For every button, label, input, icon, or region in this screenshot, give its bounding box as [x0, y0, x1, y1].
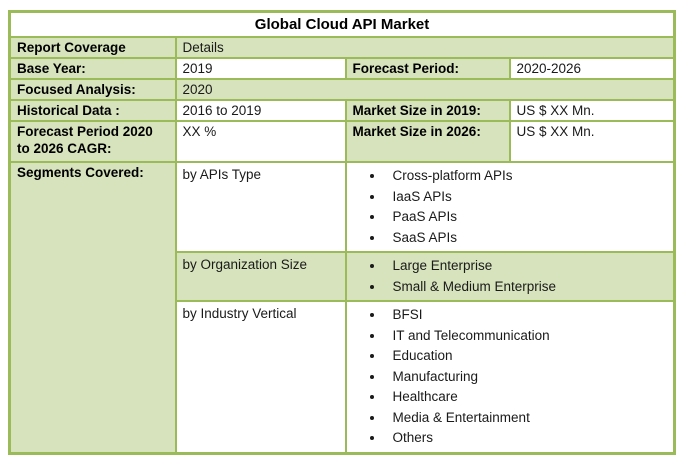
report-coverage-row: Report Coverage Details [8, 36, 676, 59]
segments-covered-label: Segments Covered: [8, 161, 177, 454]
base-year-row: Base Year: 2019 Forecast Period: 2020-20… [8, 57, 676, 80]
forecast-period-label: Forecast Period: [344, 57, 511, 80]
segment-group-organization-size: by Organization Size [174, 251, 347, 302]
historical-data-row: Historical Data : 2016 to 2019 Market Si… [8, 99, 676, 122]
segment-items-organization-size-cell: Large EnterpriseSmall & Medium Enterpris… [344, 251, 676, 302]
base-year-value: 2019 [174, 57, 347, 80]
bullet-item: Others [385, 428, 668, 449]
bullet-item: Healthcare [385, 387, 668, 408]
bullet-item: BFSI [385, 305, 668, 326]
bullet-item: IaaS APIs [385, 187, 668, 208]
forecast-cagr-label: Forecast Period 2020 to 2026 CAGR: [8, 120, 177, 163]
focused-analysis-value: 2020 [174, 78, 676, 101]
segment-group-apis-type: by APIs Type [174, 161, 347, 253]
market-size-2019-value: US $ XX Mn. [508, 99, 676, 122]
segment-items-industry-vertical-cell: BFSIIT and TelecommunicationEducationMan… [344, 300, 676, 454]
historical-data-value: 2016 to 2019 [174, 99, 347, 122]
bullet-item: Large Enterprise [385, 256, 668, 277]
bullet-item: Media & Entertainment [385, 408, 668, 429]
forecast-cagr-row: Forecast Period 2020 to 2026 CAGR: XX % … [8, 120, 676, 163]
forecast-cagr-value: XX % [174, 120, 347, 163]
report-coverage-table: Global Cloud API Market Report Coverage … [8, 10, 677, 455]
bullet-item: IT and Telecommunication [385, 326, 668, 347]
segments-apis-type-row: Segments Covered: by APIs Type Cross-pla… [8, 161, 676, 454]
market-size-2026-label: Market Size in 2026: [344, 120, 511, 163]
base-year-label: Base Year: [8, 57, 177, 80]
bullet-item: Small & Medium Enterprise [385, 277, 668, 298]
bullet-item: Education [385, 346, 668, 367]
segment-items-apis-type-cell: Cross-platform APIsIaaS APIsPaaS APIsSaa… [344, 161, 676, 253]
focused-analysis-label: Focused Analysis: [8, 78, 177, 101]
segment-group-industry-vertical: by Industry Vertical [174, 300, 347, 454]
market-size-2019-label: Market Size in 2019: [344, 99, 511, 122]
bullet-item: Cross-platform APIs [385, 166, 668, 187]
report-coverage-label: Report Coverage [8, 36, 177, 59]
segments-industry-vertical-row: by Industry Vertical BFSIIT and Telecomm… [10, 300, 676, 454]
table-title: Global Cloud API Market [8, 10, 676, 38]
focused-analysis-row: Focused Analysis: 2020 [8, 78, 676, 101]
bullet-item: SaaS APIs [385, 228, 668, 249]
report-coverage-value: Details [174, 36, 676, 59]
market-size-2026-value: US $ XX Mn. [508, 120, 676, 163]
apis-type-bullet-list: Cross-platform APIsIaaS APIsPaaS APIsSaa… [353, 166, 668, 248]
forecast-period-value: 2020-2026 [508, 57, 676, 80]
bullet-item: Manufacturing [385, 367, 668, 388]
segments-organization-size-row: by Organization Size Large EnterpriseSma… [10, 251, 676, 302]
historical-data-label: Historical Data : [8, 99, 177, 122]
organization-size-bullet-list: Large EnterpriseSmall & Medium Enterpris… [353, 256, 668, 297]
industry-vertical-bullet-list: BFSIIT and TelecommunicationEducationMan… [353, 305, 668, 449]
bullet-item: PaaS APIs [385, 207, 668, 228]
title-row: Global Cloud API Market [8, 10, 676, 38]
